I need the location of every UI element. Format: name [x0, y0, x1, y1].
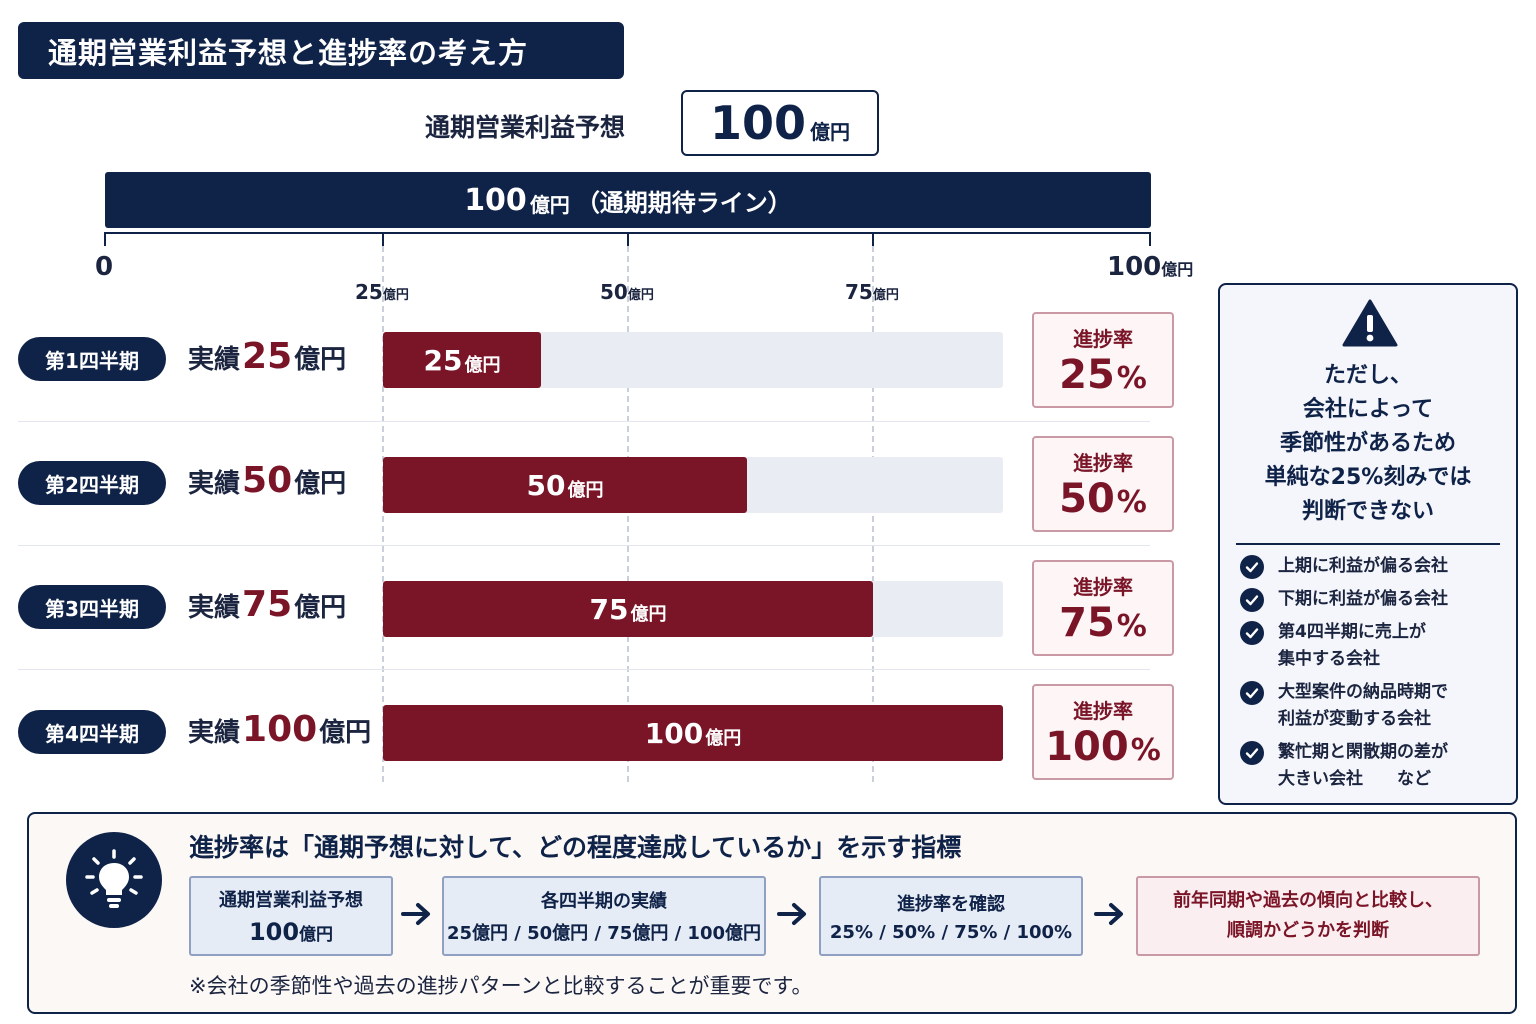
- axis-tick-25: [382, 232, 384, 246]
- quarter-badge-q4: 第4四半期: [18, 710, 166, 754]
- axis-label-50: 50億円: [600, 280, 654, 304]
- note-list-item: 大型案件の納品時期で 利益が変動する会社: [1236, 679, 1512, 733]
- progress-rate-box-q2: 進捗率 50%: [1032, 436, 1174, 532]
- axis-tick-0: [104, 232, 106, 246]
- quarter-actual-q2: 実績 50 億円: [188, 460, 347, 501]
- annual-bar-value: 100: [464, 182, 527, 218]
- warning-icon: [1342, 299, 1398, 347]
- quarter-badge-q1: 第1四半期: [18, 337, 166, 381]
- explanation-title: 進捗率は「通期予想に対して、どの程度達成しているか」を示す指標: [189, 833, 962, 862]
- axis-tick-75: [872, 232, 874, 246]
- gridline-50: [627, 246, 629, 782]
- forecast-value: 100: [709, 96, 807, 150]
- progress-bar-q3: 75 億円: [383, 581, 873, 637]
- gridline-25: [382, 246, 384, 782]
- check-icon: [1240, 621, 1264, 645]
- note-list-item: 上期に利益が偏る会社: [1236, 553, 1512, 580]
- lightbulb-icon: [66, 832, 162, 928]
- check-icon: [1240, 741, 1264, 765]
- progress-bar-q4: 100 億円: [383, 705, 1003, 761]
- annual-bar-unit: 億円: [529, 192, 570, 217]
- note-list-item: 下期に利益が偏る会社: [1236, 586, 1512, 613]
- note-list: 上期に利益が偏る会社 下期に利益が偏る会社 第4四半期に売上が 集中する会社 大型…: [1236, 553, 1512, 799]
- progress-bar-q1: 25 億円: [383, 332, 541, 388]
- progress-bar-q2: 50 億円: [383, 457, 747, 513]
- footnote: ※会社の季節性や過去の進捗パターンと比較することが重要です。: [189, 974, 813, 998]
- arrow-right-icon: [401, 903, 430, 925]
- annual-bar-text: （通期期待ライン）: [575, 188, 792, 217]
- axis-label-25: 25億円: [355, 280, 409, 304]
- axis-label-0: 0: [95, 252, 114, 282]
- note-title: ただし、 会社によって 季節性があるため 単純な25%刻みでは 判断できない: [1264, 363, 1472, 524]
- forecast-label: 通期営業利益予想: [425, 113, 626, 142]
- axis-label-75: 75億円: [845, 280, 899, 304]
- explanation-panel: 進捗率は「通期予想に対して、どの程度達成しているか」を示す指標 通期営業利益予想…: [27, 812, 1517, 1014]
- note-list-item: 繁忙期と閑散期の差が 大きい会社 など: [1236, 739, 1512, 793]
- axis-tick-50: [627, 232, 629, 246]
- quarter-badge-q3: 第3四半期: [18, 585, 166, 629]
- progress-rate-box-q1: 進捗率 25%: [1032, 312, 1174, 408]
- forecast-unit: 億円: [810, 119, 851, 144]
- quarter-actual-q3: 実績 75 億円: [188, 584, 347, 625]
- flow-step-compare-judge: 前年同期や過去の傾向と比較し、 順調かどうかを判断: [1136, 876, 1480, 956]
- gridline-75: [872, 246, 874, 782]
- row-divider: [18, 669, 1150, 670]
- axis-label-100: 100億円: [1107, 252, 1194, 282]
- quarter-badge-q2: 第2四半期: [18, 461, 166, 505]
- flow-step-quarterly-results: 各四半期の実績 25億円 / 50億円 / 75億円 / 100億円: [442, 876, 766, 956]
- flow-step-forecast: 通期営業利益予想 100億円: [189, 876, 393, 956]
- row-divider: [18, 545, 1150, 546]
- check-icon: [1240, 681, 1264, 705]
- quarter-actual-q1: 実績 25 億円: [188, 336, 347, 377]
- progress-rate-box-q4: 進捗率 100%: [1032, 684, 1174, 780]
- flow-step-check-rate: 進捗率を確認 25% / 50% / 75% / 100%: [819, 876, 1083, 956]
- note-divider: [1236, 543, 1500, 545]
- arrow-right-icon: [777, 903, 806, 925]
- progress-rate-box-q3: 進捗率 75%: [1032, 560, 1174, 656]
- note-list-item: 第4四半期に売上が 集中する会社: [1236, 619, 1512, 673]
- check-icon: [1240, 555, 1264, 579]
- arrow-right-icon: [1094, 903, 1123, 925]
- annual-expectation-bar: 100 億円 （通期期待ライン）: [105, 172, 1151, 228]
- forecast-value-box: 100 億円: [681, 90, 879, 156]
- quarter-actual-q4: 実績 100 億円: [188, 709, 372, 750]
- seasonality-note-panel: ただし、 会社によって 季節性があるため 単純な25%刻みでは 判断できない 上…: [1218, 283, 1518, 805]
- check-icon: [1240, 588, 1264, 612]
- row-divider: [18, 421, 1150, 422]
- axis-tick-100: [1149, 232, 1151, 246]
- main-title: 通期営業利益予想と進捗率の考え方: [18, 22, 624, 79]
